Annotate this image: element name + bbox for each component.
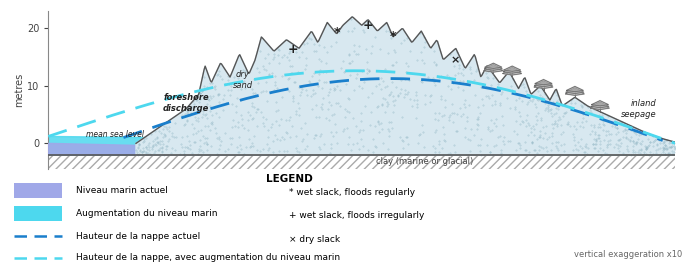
Polygon shape bbox=[534, 82, 553, 88]
Polygon shape bbox=[590, 103, 609, 109]
Text: ×: × bbox=[451, 55, 460, 65]
Polygon shape bbox=[485, 63, 502, 69]
Text: *: * bbox=[333, 26, 340, 39]
Polygon shape bbox=[503, 69, 522, 75]
Text: Niveau marin actuel: Niveau marin actuel bbox=[76, 186, 167, 195]
Text: + wet slack, floods irregularly: + wet slack, floods irregularly bbox=[289, 212, 424, 220]
Polygon shape bbox=[136, 17, 675, 155]
Polygon shape bbox=[504, 66, 521, 71]
Polygon shape bbox=[48, 155, 675, 169]
Polygon shape bbox=[566, 88, 584, 94]
Y-axis label: metres: metres bbox=[14, 73, 24, 107]
Text: × dry slack: × dry slack bbox=[289, 235, 340, 244]
Text: +: + bbox=[362, 19, 373, 32]
Polygon shape bbox=[535, 79, 552, 85]
Text: clay (marine or glacial): clay (marine or glacial) bbox=[376, 157, 473, 166]
Polygon shape bbox=[566, 87, 584, 92]
Polygon shape bbox=[591, 102, 609, 108]
Text: LEGEND: LEGEND bbox=[266, 174, 313, 185]
Text: foreshore
discharge: foreshore discharge bbox=[163, 93, 209, 113]
Text: Hauteur de la nappe, avec augmentation du niveau marin: Hauteur de la nappe, avec augmentation d… bbox=[76, 253, 340, 262]
Text: * wet slack, floods regularly: * wet slack, floods regularly bbox=[289, 188, 415, 197]
Polygon shape bbox=[535, 81, 553, 87]
Polygon shape bbox=[503, 67, 521, 73]
Polygon shape bbox=[566, 89, 584, 95]
Text: dry
sand: dry sand bbox=[232, 70, 253, 90]
Text: Hauteur de la nappe actuel: Hauteur de la nappe actuel bbox=[76, 232, 200, 241]
Text: Augmentation du niveau marin: Augmentation du niveau marin bbox=[76, 209, 217, 218]
Text: *: * bbox=[390, 30, 396, 43]
Polygon shape bbox=[484, 66, 503, 72]
Text: inland
seepage: inland seepage bbox=[621, 99, 657, 118]
Polygon shape bbox=[48, 143, 550, 155]
Text: mean sea level: mean sea level bbox=[86, 130, 144, 139]
Text: vertical exaggeration x10: vertical exaggeration x10 bbox=[574, 250, 682, 259]
Polygon shape bbox=[48, 136, 675, 155]
Polygon shape bbox=[484, 64, 502, 70]
Polygon shape bbox=[592, 100, 608, 106]
Bar bbox=[14, 183, 62, 198]
Text: +: + bbox=[287, 43, 298, 56]
Bar bbox=[14, 206, 62, 221]
